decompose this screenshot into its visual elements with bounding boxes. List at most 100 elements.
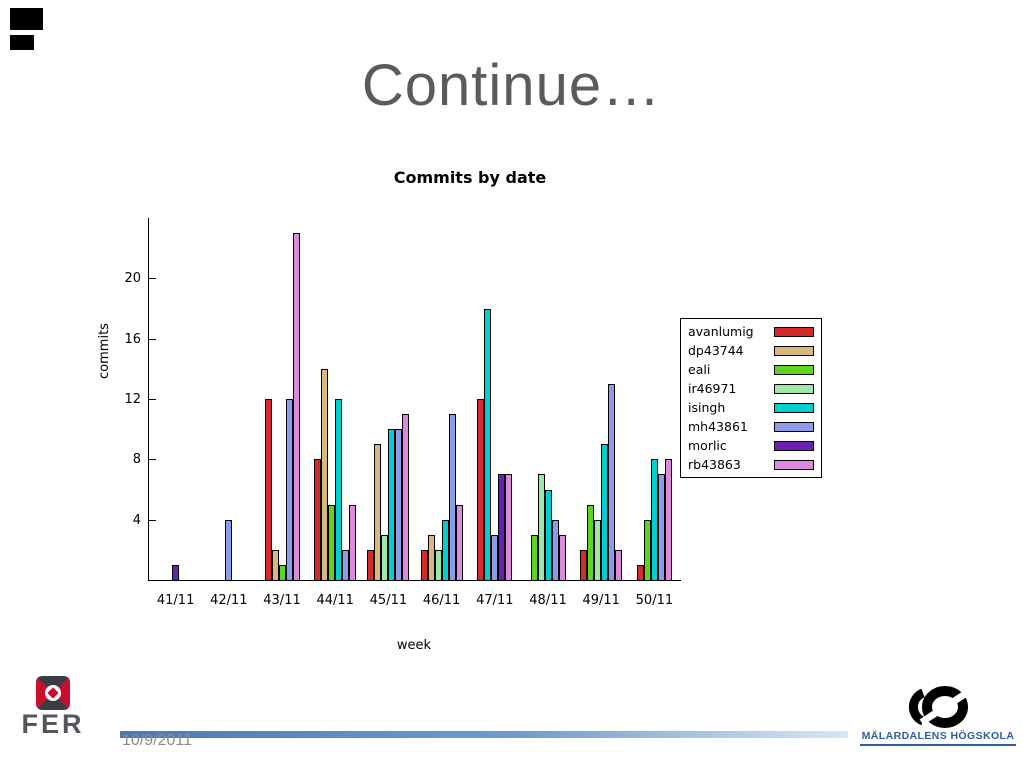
x-axis-label: week — [396, 638, 432, 653]
bar-isingh — [441, 519, 449, 580]
commits-chart: Commits by date commits 4 8 12 16 20 41/11 42/… — [90, 160, 850, 665]
legend-swatch — [774, 383, 814, 394]
legend-swatch — [774, 459, 814, 470]
bar-avanlumig — [477, 399, 485, 580]
bar-mh43861 — [342, 549, 350, 580]
legend-item: avanlumig — [681, 322, 821, 341]
bar-rb43863 — [615, 549, 623, 580]
x-tick-label: 50/11 — [635, 593, 674, 608]
legend-label: avanlumig — [688, 324, 754, 339]
legend-label: eali — [688, 362, 711, 377]
bar-dp43744 — [427, 534, 435, 580]
legend-item: isingh — [681, 398, 821, 417]
legend-swatch — [774, 440, 814, 451]
y-tick-label: 12 — [124, 392, 141, 407]
mdh-logo-text: MÄLARDALENS HÖGSKOLA — [860, 730, 1016, 746]
legend-swatch — [774, 421, 814, 432]
fer-emblem-icon — [36, 676, 70, 710]
x-tick-label: 42/11 — [210, 593, 248, 608]
chart-legend: avanlumig dp43744 eali ir46971 isingh mh43861… — [680, 318, 822, 478]
bar-ir46971 — [381, 534, 389, 580]
corner-decoration-bottom — [10, 35, 34, 50]
bar-dp43744 — [374, 444, 382, 580]
legend-label: mh43861 — [688, 419, 748, 434]
y-tick-label: 20 — [124, 271, 141, 287]
x-tick-label: 48/11 — [529, 593, 567, 608]
bar-isingh — [601, 444, 609, 580]
bar-mh43861 — [285, 399, 293, 580]
footer-gradient-bar — [120, 731, 848, 738]
bar-avanlumig — [264, 399, 272, 580]
bar-eali — [278, 564, 286, 580]
bar-isingh — [335, 399, 343, 580]
legend-swatch — [774, 326, 814, 337]
legend-label: ir46971 — [688, 381, 737, 396]
bar-avanlumig — [580, 549, 588, 580]
y-tick-mark — [149, 459, 156, 461]
bar-ir46971 — [434, 549, 442, 580]
bar-eali — [643, 519, 651, 580]
bar-isingh — [650, 459, 658, 580]
bar-rb43863 — [349, 504, 357, 580]
y-tick-mark — [149, 338, 156, 340]
legend-item: rb43863 — [681, 455, 821, 474]
legend-swatch — [774, 364, 814, 375]
bar-ir46971 — [594, 519, 602, 580]
legend-label: dp43744 — [688, 343, 744, 358]
bar-mh43861 — [657, 474, 665, 580]
y-tick-mark — [149, 519, 156, 521]
legend-label: isingh — [688, 400, 726, 415]
bar-mh43861 — [608, 383, 616, 580]
bar-rb43863 — [292, 233, 300, 580]
legend-item: eali — [681, 360, 821, 379]
legend-item: ir46971 — [681, 379, 821, 398]
bar-rb43863 — [558, 534, 566, 580]
bar-eali — [587, 504, 595, 580]
slide-title: Continue… — [361, 53, 662, 118]
bar-rb43863 — [664, 459, 672, 580]
bar-rb43863 — [505, 474, 513, 580]
legend-label: morlic — [688, 438, 727, 453]
mdh-emblem-icon — [908, 686, 971, 728]
y-axis-label: commits — [97, 323, 112, 379]
y-tick-mark — [149, 399, 156, 400]
x-tick-label: 43/11 — [263, 593, 301, 608]
bar-rb43863 — [402, 414, 410, 580]
bar-rb43863 — [455, 504, 463, 580]
mdh-logo: MÄLARDALENS HÖGSKOLA — [860, 686, 1016, 746]
bar-dp43744 — [321, 368, 329, 580]
bar-mh43861 — [448, 414, 456, 580]
y-tick-label: 4 — [132, 512, 141, 528]
legend-item: dp43744 — [681, 341, 821, 360]
chart-title: Commits by date — [393, 168, 547, 187]
bar-dp43744 — [271, 549, 279, 580]
corner-decoration-top — [10, 8, 43, 30]
bar-eali — [530, 534, 538, 580]
y-tick-mark — [149, 278, 156, 280]
bar-avanlumig — [367, 549, 375, 580]
bar-morlic — [172, 564, 180, 580]
x-tick-label: 49/11 — [582, 593, 620, 608]
bar-mh43861 — [225, 519, 233, 580]
slide-date: 10/9/2011 — [122, 732, 192, 749]
bar-avanlumig — [636, 564, 644, 580]
fer-logo-text: FER — [21, 709, 85, 739]
bar-mh43861 — [551, 519, 559, 580]
legend-item: mh43861 — [681, 417, 821, 436]
bar-isingh — [388, 429, 396, 580]
y-tick-label: 8 — [132, 452, 141, 468]
legend-item: morlic — [681, 436, 821, 455]
bar-isingh — [544, 489, 552, 580]
plot-area: 4 8 12 16 20 41/11 42/11 43/11 44/11 45/11 46/11 47… — [124, 218, 681, 608]
legend-label: rb43863 — [688, 457, 741, 472]
legend-swatch — [774, 402, 814, 413]
x-tick-label: 46/11 — [422, 593, 461, 608]
bar-avanlumig — [420, 549, 428, 580]
x-tick-label: 47/11 — [476, 593, 514, 608]
bar-avanlumig — [314, 459, 322, 580]
bar-ir46971 — [537, 474, 545, 580]
bar-isingh — [484, 308, 492, 580]
bar-eali — [328, 504, 336, 580]
bar-mh43861 — [491, 534, 499, 580]
